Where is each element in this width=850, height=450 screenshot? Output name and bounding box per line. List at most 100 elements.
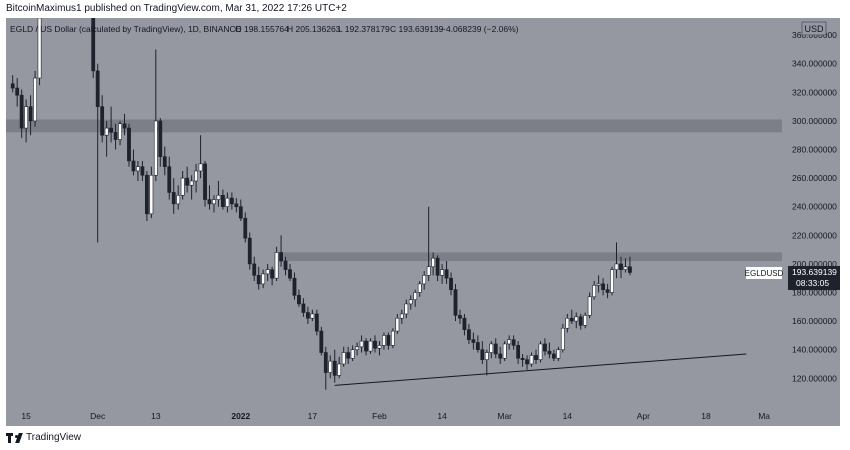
price-chart[interactable]: 360.000000340.000000320.000000300.000000…: [0, 18, 850, 428]
candle-body: [587, 296, 592, 316]
candle: [310, 309, 315, 322]
candle-body: [529, 355, 534, 365]
candle-body: [574, 316, 579, 322]
candle-body: [578, 316, 583, 326]
currency-badge[interactable]: [801, 21, 827, 36]
candle-body: [100, 106, 105, 136]
price-tick-label: 160.000000: [792, 316, 837, 326]
candle-body: [596, 283, 601, 286]
candle: [95, 63, 100, 243]
symbol-title: EGLD / US Dollar (calculated by TradingV…: [10, 24, 242, 34]
candle-body: [28, 106, 33, 122]
ohlc-change: −4.068239 (−2.06%): [441, 24, 519, 34]
candle-body: [194, 170, 198, 182]
candle-body: [238, 206, 243, 219]
candle-body: [283, 260, 288, 270]
candle: [520, 353, 525, 367]
candle-body: [167, 166, 172, 193]
candle-body: [516, 345, 521, 359]
candle-body: [261, 273, 266, 285]
candle-body: [413, 292, 418, 300]
candle-body: [534, 355, 538, 360]
candle: [180, 170, 185, 200]
candle-body: [270, 269, 275, 279]
candle-body: [565, 317, 570, 329]
candle-body: [350, 349, 355, 359]
candle-body: [337, 363, 342, 376]
candle-body: [458, 315, 462, 319]
candle-body: [493, 343, 498, 355]
time-axis[interactable]: 15 Dec 13 2022 17 Feb 14 Mar 14 Apr 18 Ma: [21, 411, 770, 421]
price-tick-label: 200.000000: [792, 259, 837, 269]
price-tick-label: 340.000000: [792, 59, 837, 69]
last-price-bg: [788, 265, 840, 290]
candle-body: [95, 70, 100, 107]
candle: [458, 309, 462, 324]
candle: [440, 263, 444, 284]
candle-body: [297, 295, 301, 305]
candle-body: [185, 177, 190, 186]
candle-body: [140, 166, 145, 176]
candle-body: [323, 352, 328, 373]
candle-body: [332, 360, 337, 376]
candle: [355, 342, 360, 356]
candle-body: [24, 106, 29, 129]
candle: [194, 163, 198, 193]
candle-body: [547, 350, 552, 355]
candle-body: [144, 174, 149, 215]
candle: [551, 349, 556, 362]
candle: [601, 278, 605, 296]
candle: [435, 255, 440, 282]
candle-body: [149, 174, 154, 215]
candle-body: [229, 197, 234, 205]
candle-body: [341, 352, 346, 365]
candle-body: [292, 277, 297, 296]
candle: [592, 281, 597, 300]
candle: [493, 338, 498, 359]
candle-body: [118, 123, 122, 140]
candle-body: [462, 317, 467, 330]
candle: [605, 283, 610, 299]
candle: [297, 289, 301, 307]
candle: [256, 266, 261, 290]
candle-body: [15, 87, 20, 96]
candle-body: [605, 289, 610, 293]
candle: [610, 266, 614, 296]
candle: [525, 355, 529, 370]
candle: [462, 313, 467, 336]
candle: [578, 313, 583, 330]
candle: [395, 313, 400, 334]
candle: [221, 189, 225, 210]
candle-body: [225, 197, 230, 208]
candle: [417, 281, 422, 297]
candle-body: [417, 283, 422, 293]
candle-body: [386, 335, 391, 346]
candle: [301, 298, 306, 317]
tradingview-logo[interactable]: TradingView: [6, 432, 81, 443]
candle: [543, 338, 547, 356]
candle-body: [569, 317, 574, 322]
candle-body: [247, 237, 252, 265]
chart-frame[interactable]: 360.000000340.000000320.000000300.000000…: [0, 18, 850, 428]
candle: [431, 252, 436, 276]
candle: [337, 356, 342, 379]
candle: [614, 242, 619, 279]
candle-body: [180, 177, 185, 196]
candle-body: [359, 340, 364, 348]
candle-body: [131, 160, 136, 172]
candle-body: [328, 360, 333, 373]
candle: [426, 206, 431, 282]
candle: [207, 185, 212, 210]
candle-body: [127, 127, 131, 162]
candle-body: [444, 269, 449, 279]
last-price-countdown: 08:33:05: [796, 278, 829, 288]
candle: [565, 313, 570, 333]
ohlc-low: L 192.378179: [338, 24, 390, 34]
candle-body: [171, 192, 176, 205]
candle: [140, 160, 145, 181]
candle: [538, 341, 543, 363]
candle: [158, 118, 163, 167]
candle-body: [319, 330, 324, 353]
candle-body: [404, 303, 409, 315]
candle: [623, 258, 628, 273]
